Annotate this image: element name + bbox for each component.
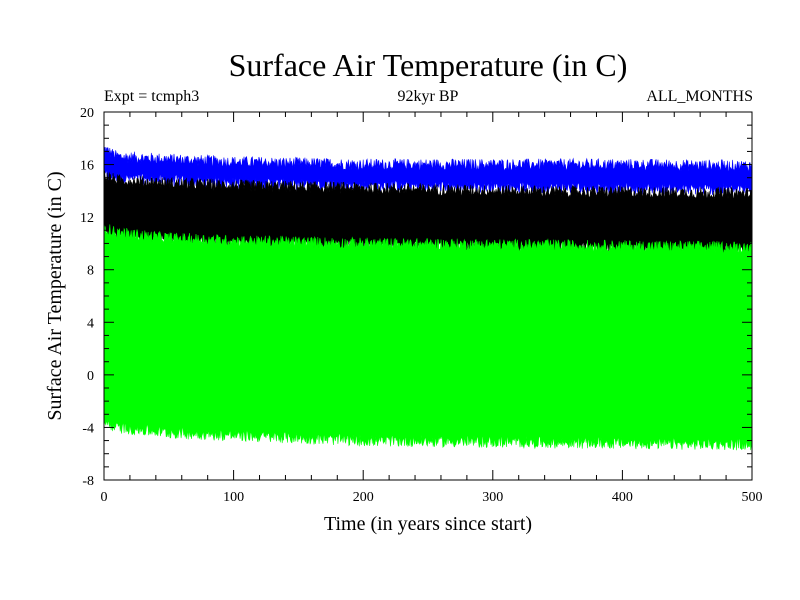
ticks-layer bbox=[103, 111, 753, 481]
x-tick-label: 0 bbox=[101, 490, 108, 505]
x-tick-label: 200 bbox=[353, 490, 374, 505]
x-axis-label: Time (in years since start) bbox=[324, 513, 532, 535]
subtitle-left: Expt = tcmph3 bbox=[104, 88, 199, 105]
y-tick-label: -4 bbox=[82, 421, 94, 436]
series-layer bbox=[103, 146, 753, 451]
chart-title: Surface Air Temperature (in C) bbox=[229, 47, 628, 83]
tick-labels: 0 100 200 300 400 500 -8 -4 0 4 8 12 16 20 bbox=[80, 106, 763, 505]
subtitle-right: ALL_MONTHS bbox=[646, 88, 753, 105]
y-tick-label: -8 bbox=[82, 474, 94, 489]
y-tick-label: 20 bbox=[80, 106, 94, 121]
y-tick-label: 0 bbox=[87, 369, 94, 384]
series-band-2 bbox=[103, 223, 753, 451]
y-tick-label: 12 bbox=[80, 211, 94, 226]
subtitle-center: 92kyr BP bbox=[398, 88, 459, 105]
x-tick-label: 500 bbox=[742, 490, 763, 505]
y-tick-label: 4 bbox=[87, 316, 94, 331]
y-tick-label: 16 bbox=[80, 159, 94, 174]
x-tick-label: 400 bbox=[612, 490, 633, 505]
y-tick-label: 8 bbox=[87, 264, 94, 279]
x-tick-label: 100 bbox=[223, 490, 244, 505]
x-tick-label: 300 bbox=[482, 490, 503, 505]
y-axis-label: Surface Air Temperature (in C) bbox=[44, 171, 66, 420]
